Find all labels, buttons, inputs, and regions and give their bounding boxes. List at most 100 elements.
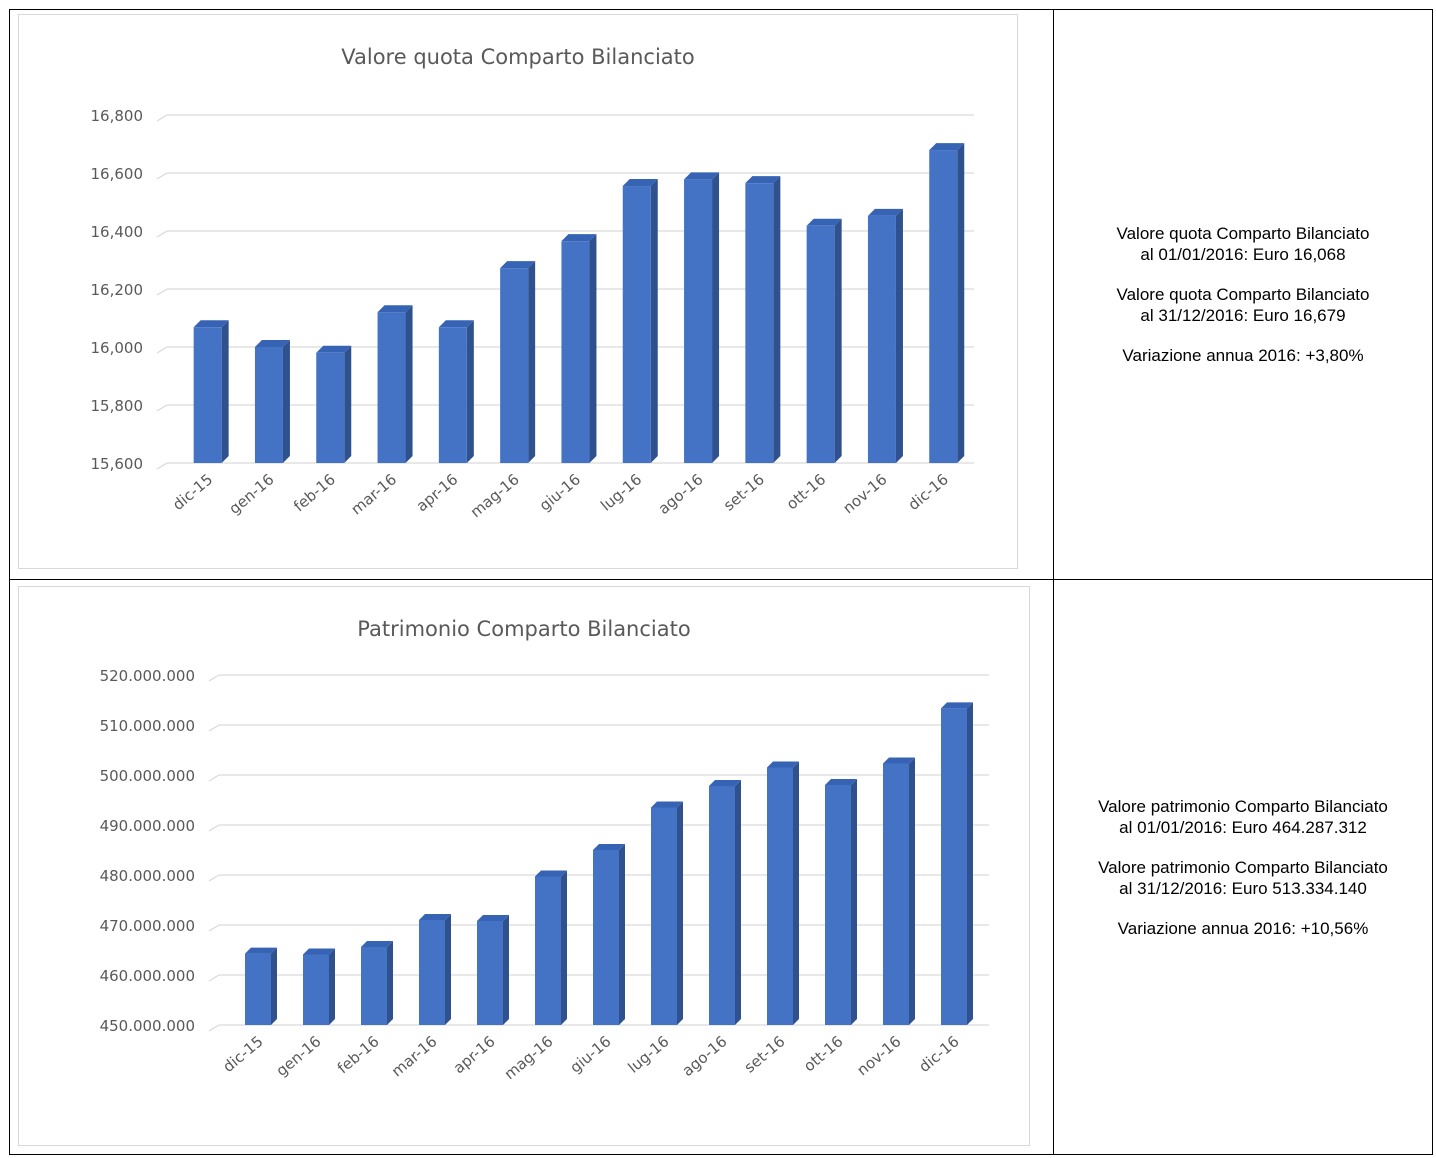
bar-side	[834, 218, 842, 463]
bar-side	[405, 305, 413, 463]
x-tick-label: ago-16	[655, 470, 707, 518]
gridline-depth	[208, 874, 220, 882]
end-value-label: Valore patrimonio Comparto Bilanciato	[1098, 857, 1388, 877]
bar	[651, 807, 677, 1025]
bar-top	[361, 941, 393, 947]
y-tick-label: 460.000.000	[100, 967, 195, 985]
end-value-label: Valore quota Comparto Bilanciato	[1116, 285, 1370, 304]
x-tick-label: gen-16	[226, 470, 278, 518]
gridline-depth	[156, 114, 168, 122]
bar-side	[619, 844, 625, 1025]
bar-top	[929, 143, 965, 151]
notes-cell-patrimonio: Valore patrimonio Comparto Bilanciato al…	[1054, 580, 1432, 1154]
bar-top	[561, 234, 597, 242]
x-tick-label: mag-16	[467, 470, 523, 521]
chart-cell-quota: Valore quota Comparto Bilanciato 15,600 1…	[10, 10, 1054, 579]
y-tick-label: 15,800	[91, 397, 144, 415]
bar-top	[651, 801, 683, 808]
bar-top	[941, 702, 973, 709]
x-tick-label: feb-16	[334, 1032, 383, 1077]
x-tick-label: ago-16	[679, 1032, 731, 1080]
bar	[245, 953, 271, 1025]
bar-top	[419, 914, 451, 920]
x-tick-label: nov-16	[853, 1032, 904, 1079]
bar-top	[745, 176, 781, 184]
start-value-note: Valore patrimonio Comparto Bilanciato al…	[1098, 796, 1388, 838]
bar-top	[377, 305, 413, 313]
bar-top	[316, 345, 352, 353]
x-tick-label: mar-16	[388, 1032, 441, 1080]
y-tick-label: 16,800	[91, 107, 144, 125]
x-tick-label: giu-16	[536, 470, 584, 514]
gridline-depth	[208, 724, 220, 732]
annual-variation-note: Variazione annua 2016: +3,80%	[1122, 346, 1364, 365]
x-tick-label: ott-16	[800, 1032, 846, 1075]
y-tick-label: 470.000.000	[100, 917, 195, 935]
bar-side	[503, 915, 509, 1025]
bar-side	[712, 172, 720, 463]
bar-side	[271, 947, 277, 1025]
bar-top	[593, 844, 625, 850]
bar-top	[245, 947, 277, 954]
bar	[883, 763, 909, 1025]
y-tick-label: 480.000.000	[100, 867, 195, 885]
end-value-text: al 31/12/2016: Euro 16,679	[1140, 306, 1346, 325]
bar-top	[867, 208, 903, 216]
bar-top	[438, 320, 474, 328]
x-tick-label: dic-16	[905, 470, 952, 514]
start-value-text: al 01/01/2016: Euro 464.287.312	[1119, 817, 1367, 837]
bar-top	[622, 179, 658, 187]
annual-variation-note: Variazione annua 2016: +10,56%	[1117, 918, 1369, 938]
y-tick-label: 16,000	[91, 339, 144, 357]
bar-top	[535, 870, 567, 877]
end-value-note: Valore patrimonio Comparto Bilanciato al…	[1098, 857, 1388, 899]
bar-top	[883, 757, 915, 764]
table-row-patrimonio: Patrimonio Comparto Bilanciato 450.000.0…	[10, 580, 1432, 1154]
bar-side	[957, 143, 965, 463]
bar-top	[193, 320, 229, 328]
bar	[254, 347, 283, 463]
chart-frame-patrimonio: Patrimonio Comparto Bilanciato 450.000.0…	[18, 586, 1030, 1146]
x-tick-label: lug-16	[624, 1032, 672, 1076]
x-tick-label: feb-16	[290, 470, 339, 515]
bar-side	[387, 941, 393, 1025]
bar-side	[329, 948, 335, 1025]
bar-side	[528, 261, 536, 463]
bar-side	[344, 345, 352, 463]
gridline-depth	[208, 674, 220, 682]
bar-side	[773, 176, 781, 463]
end-value-note: Valore quota Comparto Bilanciato al 31/1…	[1117, 284, 1370, 326]
start-value-text: al 01/01/2016: Euro 16,068	[1140, 245, 1346, 264]
bar-top	[767, 761, 799, 768]
bar-chart-patrimonio: 450.000.000 460.000.000 470.000.000 480.000…	[100, 667, 989, 1083]
x-tick-label: dic-15	[169, 470, 216, 514]
x-tick-label: gen-16	[273, 1032, 325, 1080]
bar	[361, 947, 387, 1025]
x-tick-label: mag-16	[501, 1032, 557, 1083]
x-tick-label: nov-16	[839, 470, 890, 517]
gridline-depth	[156, 462, 168, 470]
bar	[622, 186, 651, 464]
x-tick-label: giu-16	[566, 1032, 614, 1076]
bar	[419, 920, 445, 1025]
x-tick-label: dic-15	[219, 1032, 266, 1076]
bar	[377, 312, 406, 463]
x-tick-label: lug-16	[597, 470, 645, 514]
y-tick-label: 490.000.000	[100, 817, 195, 835]
start-value-label: Valore quota Comparto Bilanciato	[1116, 224, 1370, 243]
bar-chart-quota: 15,600 15,800 16,000 16,200 16,400 16,600 16,8…	[91, 107, 974, 521]
end-value-text: al 31/12/2016: Euro 513.334.140	[1119, 878, 1367, 898]
bar	[593, 850, 619, 1025]
chart-frame-quota: Valore quota Comparto Bilanciato 15,600 1…	[18, 14, 1018, 569]
gridline-depth	[208, 1024, 220, 1032]
bar	[767, 767, 793, 1025]
y-tick-label: 16,200	[91, 281, 144, 299]
y-tick-label: 450.000.000	[100, 1017, 195, 1035]
bar	[745, 183, 774, 463]
x-tick-label: set-16	[741, 1032, 789, 1076]
bar-top	[709, 780, 741, 786]
y-tick-label: 16,400	[91, 223, 144, 241]
bar-top	[825, 779, 857, 785]
x-tick-label: dic-16	[915, 1032, 962, 1076]
bar	[806, 225, 835, 463]
